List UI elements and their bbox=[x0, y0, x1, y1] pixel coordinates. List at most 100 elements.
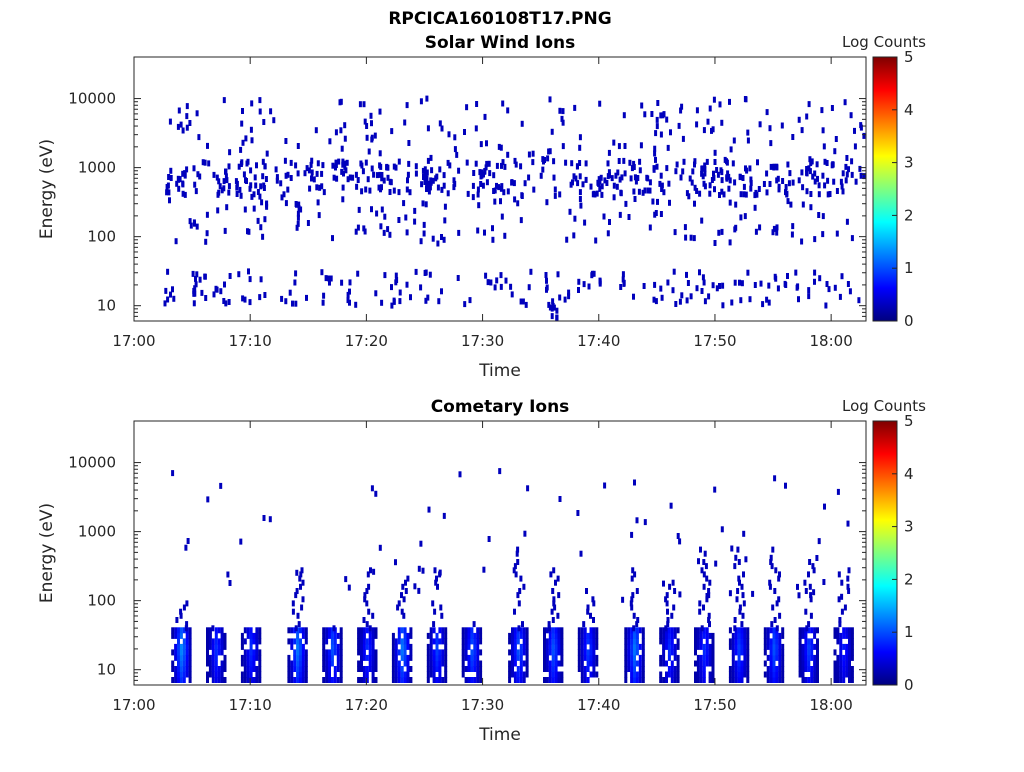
heatmap-cell bbox=[453, 180, 457, 187]
heatmap-cell bbox=[708, 632, 712, 639]
heatmap-cell bbox=[560, 627, 564, 634]
heatmap-cell bbox=[220, 187, 224, 194]
heatmap-cell bbox=[164, 287, 168, 294]
heatmap-cell bbox=[255, 643, 259, 650]
heatmap-cell bbox=[426, 157, 430, 164]
heatmap-cell bbox=[690, 179, 694, 186]
heatmap-cell bbox=[678, 298, 682, 305]
heatmap-cell bbox=[769, 649, 773, 656]
heatmap-cell bbox=[391, 632, 395, 639]
heatmap-cell bbox=[654, 298, 658, 305]
heatmap-cell bbox=[296, 638, 300, 645]
heatmap-cell bbox=[845, 643, 849, 650]
heatmap-cell bbox=[397, 627, 401, 634]
heatmap-cell bbox=[400, 654, 404, 661]
heatmap-cell bbox=[296, 632, 300, 639]
heatmap-cell bbox=[368, 638, 372, 645]
heatmap-cell bbox=[339, 127, 343, 134]
heatmap-cell bbox=[479, 181, 483, 187]
heatmap-cell bbox=[249, 666, 253, 672]
heatmap-cell bbox=[514, 571, 518, 578]
heatmap-cell bbox=[699, 654, 703, 661]
heatmap-cell bbox=[243, 666, 247, 672]
heatmap-cell bbox=[848, 638, 851, 645]
heatmap-cell bbox=[839, 178, 843, 185]
heatmap-cell bbox=[728, 666, 732, 672]
heatmap-cell bbox=[575, 163, 579, 170]
heatmap-cell bbox=[721, 282, 725, 289]
heatmap-cell bbox=[357, 666, 361, 672]
heatmap-cell bbox=[816, 666, 819, 672]
heatmap-cell bbox=[846, 583, 850, 590]
heatmap-cell bbox=[377, 184, 381, 191]
heatmap-cell bbox=[624, 643, 628, 650]
heatmap-cell bbox=[371, 654, 375, 661]
heatmap-cell bbox=[842, 643, 846, 650]
heatmap-cell bbox=[356, 224, 360, 231]
heatmap-cell bbox=[322, 677, 326, 683]
heatmap-cell bbox=[380, 172, 384, 178]
heatmap-cell bbox=[699, 643, 703, 650]
heatmap-cell bbox=[705, 158, 709, 165]
heatmap-cell bbox=[360, 632, 363, 639]
heatmap-cell bbox=[699, 666, 703, 672]
heatmap-cell bbox=[195, 223, 199, 230]
heatmap-cell bbox=[461, 660, 465, 667]
heatmap-cell bbox=[735, 596, 739, 603]
heatmap-cell bbox=[835, 230, 839, 237]
heatmap-cell bbox=[810, 627, 814, 634]
heatmap-cell bbox=[623, 170, 627, 177]
heatmap-cell bbox=[223, 227, 227, 234]
heatmap-cell bbox=[574, 175, 578, 182]
heatmap-cell bbox=[511, 660, 514, 667]
heatmap-cell bbox=[698, 190, 702, 197]
heatmap-cell bbox=[444, 666, 448, 672]
heatmap-cell bbox=[223, 643, 227, 650]
heatmap-cell bbox=[554, 654, 558, 661]
heatmap-cell bbox=[659, 211, 663, 217]
heatmap-cell bbox=[583, 666, 587, 672]
heatmap-cell bbox=[249, 627, 253, 634]
heatmap-cell bbox=[208, 671, 212, 678]
heatmap-cell bbox=[666, 608, 669, 615]
heatmap-cell bbox=[659, 638, 663, 645]
heatmap-cell bbox=[589, 638, 593, 645]
heatmap-cell bbox=[580, 660, 584, 667]
heatmap-cell bbox=[556, 575, 560, 582]
heatmap-cell bbox=[346, 176, 350, 183]
heatmap-cell bbox=[475, 101, 479, 107]
heatmap-cell bbox=[365, 123, 369, 129]
heatmap-cell bbox=[790, 231, 794, 238]
heatmap-cell bbox=[595, 190, 599, 197]
heatmap-cell bbox=[188, 677, 192, 683]
heatmap-cell bbox=[435, 660, 439, 667]
colorbar-tick-label: 2 bbox=[904, 206, 914, 224]
heatmap-cell bbox=[224, 173, 228, 180]
heatmap-cell bbox=[785, 191, 789, 198]
heatmap-cell bbox=[325, 660, 329, 667]
heatmap-cell bbox=[357, 643, 361, 650]
heatmap-cell bbox=[479, 671, 483, 678]
heatmap-cell bbox=[341, 161, 345, 168]
heatmap-cell bbox=[429, 638, 433, 645]
heatmap-cell bbox=[551, 632, 555, 639]
heatmap-cell bbox=[813, 269, 817, 276]
heatmap-cell bbox=[371, 632, 375, 639]
heatmap-cell bbox=[696, 654, 700, 661]
heatmap-cell bbox=[737, 638, 741, 645]
heatmap-cell bbox=[295, 588, 299, 594]
heatmap-cell bbox=[580, 632, 584, 639]
heatmap-cell bbox=[404, 588, 408, 594]
heatmap-cell bbox=[325, 638, 329, 645]
heatmap-cell bbox=[612, 194, 616, 201]
heatmap-cell bbox=[665, 116, 669, 123]
heatmap-cell bbox=[560, 638, 564, 645]
x-axis-label: Time bbox=[478, 725, 521, 745]
heatmap-cell bbox=[781, 178, 785, 184]
heatmap-cell bbox=[773, 475, 777, 482]
heatmap-cell bbox=[287, 671, 291, 678]
heatmap-cell bbox=[691, 168, 695, 175]
heatmap-cell bbox=[527, 284, 531, 291]
heatmap-cell bbox=[836, 627, 840, 634]
heatmap-cell bbox=[804, 608, 808, 615]
